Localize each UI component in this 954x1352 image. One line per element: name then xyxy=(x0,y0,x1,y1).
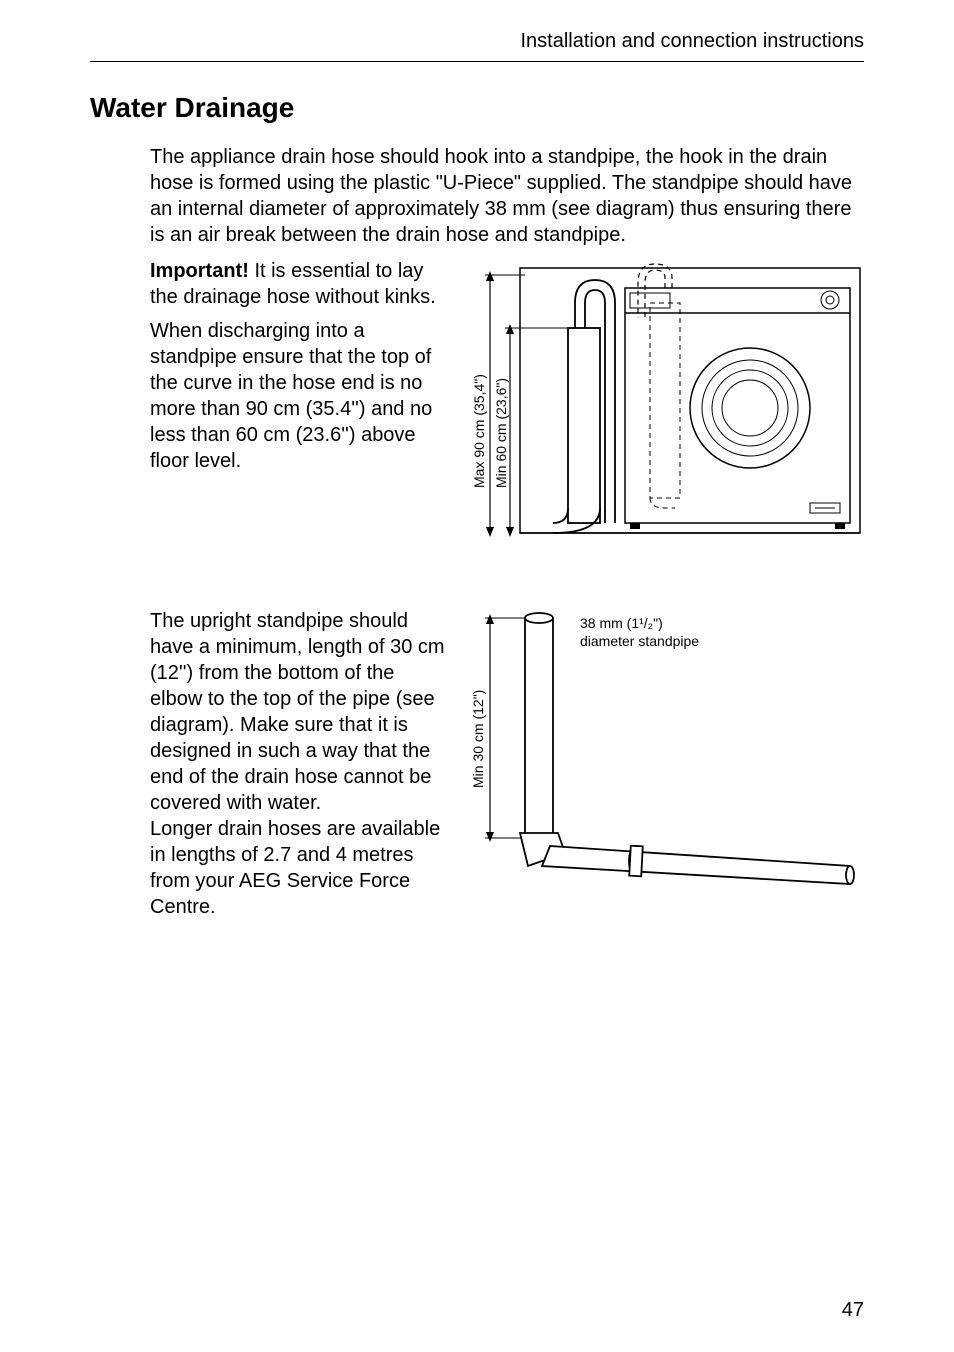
header-rule xyxy=(90,61,864,62)
diagram1-label-min: Min 60 cm (23,6") xyxy=(493,378,509,488)
page-header-title: Installation and connection instructions xyxy=(90,30,864,53)
section-title: Water Drainage xyxy=(90,92,864,124)
text-col-1: Important! It is essential to lay the dr… xyxy=(150,258,450,548)
text-col-2: The upright standpipe should have a mini… xyxy=(150,608,450,920)
diagram-1-container: Max 90 cm (35,4") Min 60 cm (23,6") xyxy=(450,258,870,548)
paragraph-3: The upright standpipe should have a mini… xyxy=(150,608,450,816)
diagram-2: Min 30 cm (12") 38 mm (1¹/₂") diameter s… xyxy=(450,608,870,908)
row-important-diagram1: Important! It is essential to lay the dr… xyxy=(150,258,864,548)
important-label: Important! xyxy=(150,260,249,282)
diagram-2-container: Min 30 cm (12") 38 mm (1¹/₂") diameter s… xyxy=(450,608,870,920)
diagram2-label-min: Min 30 cm (12") xyxy=(470,690,486,788)
paragraph-1: The appliance drain hose should hook int… xyxy=(150,144,864,248)
diagram2-label-dia-line1: 38 mm (1¹/₂") xyxy=(580,615,663,631)
diagram1-label-max: Max 90 cm (35,4") xyxy=(471,374,487,488)
row-para3-diagram2: The upright standpipe should have a mini… xyxy=(150,608,864,920)
paragraph-2: When discharging into a standpipe ensure… xyxy=(150,318,450,474)
important-paragraph: Important! It is essential to lay the dr… xyxy=(150,258,450,310)
diagram2-label-dia-line2: diameter standpipe xyxy=(580,633,699,649)
paragraph-4: Longer drain hoses are available in leng… xyxy=(150,816,450,920)
page-number: 47 xyxy=(842,1299,864,1322)
diagram-1: Max 90 cm (35,4") Min 60 cm (23,6") xyxy=(450,258,870,548)
